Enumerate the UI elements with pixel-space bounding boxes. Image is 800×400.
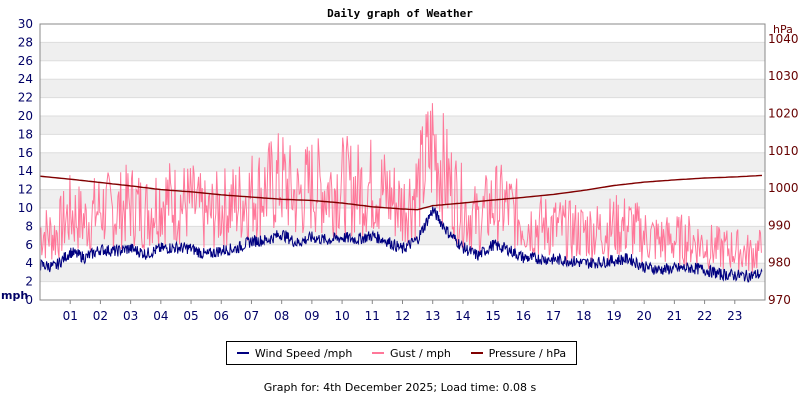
grid-band: [40, 42, 765, 61]
x-tick-label: 05: [183, 309, 198, 323]
gust-swatch: [372, 352, 384, 354]
x-tick-label: 02: [93, 309, 108, 323]
x-tick-label: 22: [697, 309, 712, 323]
x-tick-label: 01: [63, 309, 78, 323]
series-pressure-line: [39, 174, 763, 211]
right-tick-label: 1020: [768, 107, 799, 121]
left-tick-label: 20: [18, 109, 33, 123]
x-tick-label: 18: [576, 309, 591, 323]
legend-label-wind: Wind Speed /mph: [254, 346, 353, 360]
x-tick-label: 13: [425, 309, 440, 323]
pressure-swatch: [470, 352, 483, 354]
right-tick-label: 1040: [768, 32, 799, 46]
left-axis-unit: mph: [1, 289, 28, 302]
x-tick-label: 23: [727, 309, 742, 323]
series-layer: [39, 103, 763, 283]
right-axis-ticks: 970 980 990 1000 1010 1020 1030 1040: [768, 32, 799, 307]
left-tick-label: 2: [25, 275, 33, 289]
chart-title: Daily graph of Weather: [327, 7, 473, 20]
legend-item-wind: Wind Speed /mph: [236, 346, 353, 360]
left-tick-label: 30: [18, 17, 33, 31]
left-tick-label: 10: [18, 201, 33, 215]
grid-band: [40, 189, 765, 208]
x-tick-label: 20: [637, 309, 652, 323]
left-tick-label: 16: [18, 146, 33, 160]
right-tick-label: 1000: [768, 181, 799, 195]
left-tick-label: 4: [25, 256, 33, 270]
series-gust-line: [39, 103, 762, 274]
left-tick-label: 22: [18, 91, 33, 105]
x-tick-label: 14: [455, 309, 470, 323]
grid-band: [40, 79, 765, 98]
x-tick-label: 17: [546, 309, 561, 323]
x-tick-label: 09: [304, 309, 319, 323]
x-tick-label: 03: [123, 309, 138, 323]
left-tick-label: 6: [25, 238, 33, 252]
left-tick-label: 14: [18, 164, 33, 178]
left-tick-label: 8: [25, 219, 33, 233]
right-tick-label: 990: [768, 218, 791, 232]
series-wind-speed-line: [39, 206, 763, 283]
grid-band: [40, 263, 765, 282]
wind-swatch: [236, 352, 249, 354]
left-tick-label: 26: [18, 54, 33, 68]
legend-item-pressure: Pressure / hPa: [470, 346, 567, 360]
x-tick-label: 12: [395, 309, 410, 323]
right-tick-label: 1010: [768, 144, 799, 158]
grid-band: [40, 116, 765, 135]
legend-item-gust: Gust / mph: [372, 347, 451, 360]
x-tick-label: 08: [274, 309, 289, 323]
right-axis-unit: hPa: [773, 23, 793, 36]
left-tick-label: 28: [18, 35, 33, 49]
footer-info: Graph for: 4th December 2025; Load time:…: [263, 381, 537, 394]
x-tick-label: 10: [334, 309, 349, 323]
left-tick-label: 0: [25, 293, 33, 307]
legend-label-gust: Gust / mph: [390, 346, 451, 360]
x-tick-label: 04: [153, 309, 168, 323]
right-tick-label: 1030: [768, 69, 799, 83]
left-tick-label: 12: [18, 183, 33, 197]
x-tick-label: 07: [244, 309, 259, 323]
right-tick-label: 970: [768, 293, 791, 307]
legend: Wind Speed /mph Gust / mph Pressure / hP…: [226, 341, 577, 365]
left-tick-label: 24: [18, 72, 33, 86]
x-tick-label: 21: [667, 309, 682, 323]
legend-label-pressure: Pressure / hPa: [488, 346, 567, 360]
x-tick-label: 19: [606, 309, 621, 323]
right-tick-label: 980: [768, 256, 791, 270]
grid-band: [40, 152, 765, 172]
x-tick-label: 16: [516, 309, 531, 323]
left-tick-label: 18: [18, 127, 33, 141]
x-axis-ticks: 01 02 03 04 05 06 07 08 09 10 11 12 13 14 15 16 17 18 19 20…: [63, 300, 742, 323]
x-tick-label: 06: [214, 309, 229, 323]
x-tick-label: 15: [485, 309, 500, 323]
x-tick-label: 11: [365, 309, 380, 323]
